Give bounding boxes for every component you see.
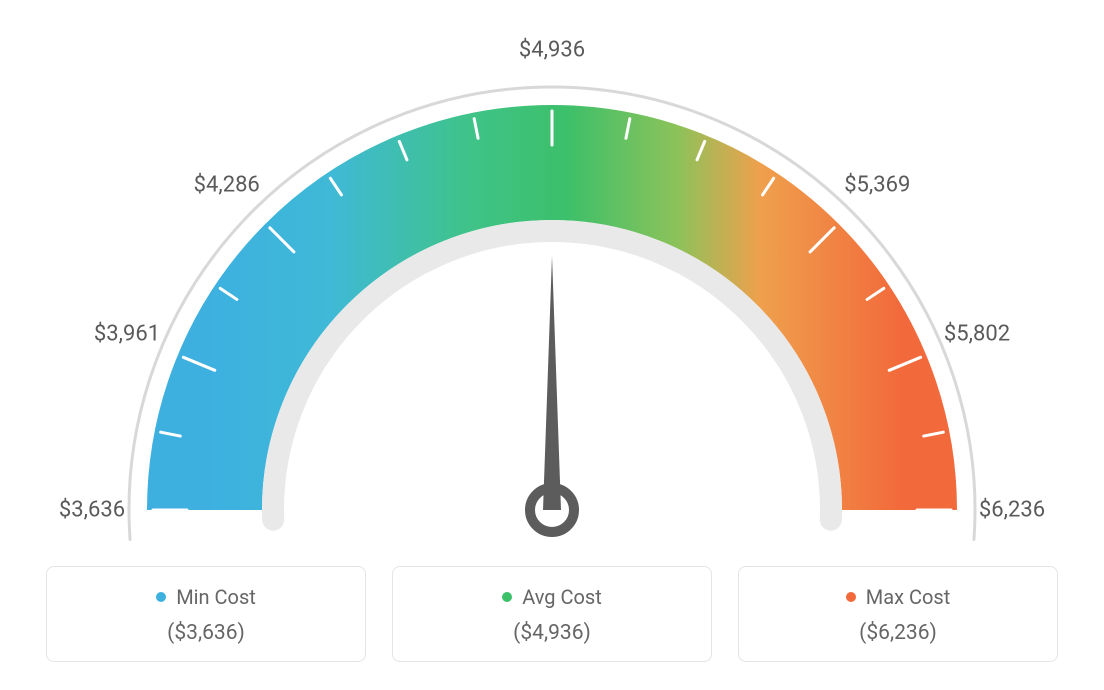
legend-card-min: Min Cost ($3,636) — [46, 566, 366, 662]
legend-value: ($3,636) — [57, 621, 355, 645]
dot-icon — [846, 592, 856, 602]
dot-icon — [502, 592, 512, 602]
legend-card-avg: Avg Cost ($4,936) — [392, 566, 712, 662]
gauge-tick-label: $4,936 — [519, 38, 585, 63]
legend-value: ($4,936) — [403, 621, 701, 645]
legend-label: Min Cost — [176, 585, 256, 609]
legend-label: Avg Cost — [522, 585, 602, 609]
gauge-tick-label: $5,369 — [844, 172, 910, 197]
gauge-tick-label: $3,961 — [94, 321, 160, 346]
gauge-svg — [42, 40, 1062, 560]
gauge-tick-label: $5,802 — [944, 321, 1010, 346]
legend-card-max: Max Cost ($6,236) — [738, 566, 1058, 662]
legend-row: Min Cost ($3,636) Avg Cost ($4,936) Max … — [46, 566, 1058, 662]
gauge-tick-label: $3,636 — [59, 498, 125, 523]
gauge-tick-label: $4,286 — [194, 172, 260, 197]
legend-title-avg: Avg Cost — [502, 585, 602, 609]
legend-value: ($6,236) — [749, 621, 1047, 645]
gauge-tick-label: $6,236 — [979, 498, 1045, 523]
legend-title-min: Min Cost — [156, 585, 256, 609]
gauge-chart: $3,636 $3,961 $4,286 $4,936 $5,369 $5,802 $6,2… — [42, 40, 1062, 560]
legend-title-max: Max Cost — [846, 585, 951, 609]
legend-label: Max Cost — [866, 585, 951, 609]
dot-icon — [156, 592, 166, 602]
